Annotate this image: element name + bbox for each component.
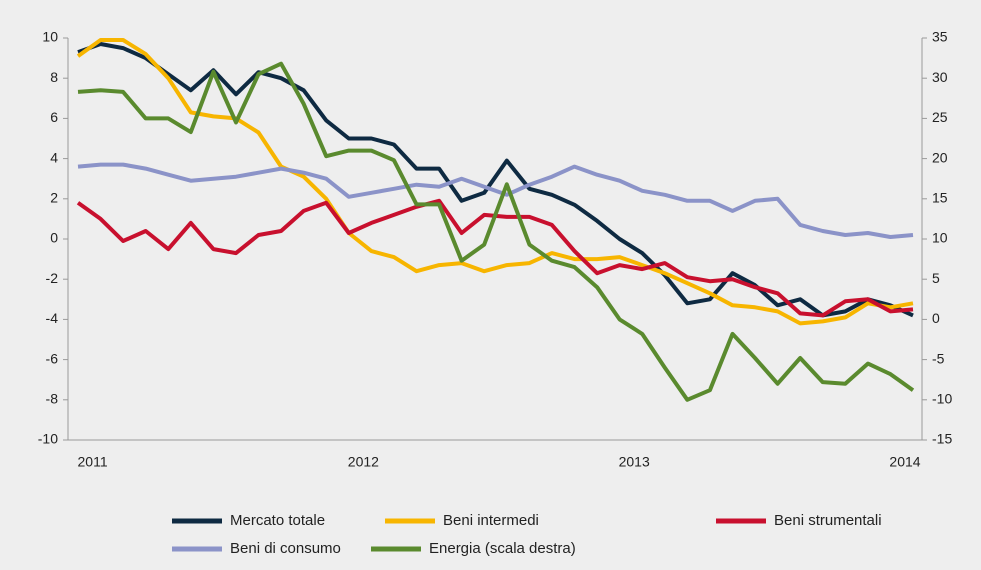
y2-tick-label: -10 — [932, 391, 952, 407]
y2-tick-label: 25 — [932, 109, 948, 125]
y-tick-label: -10 — [38, 431, 58, 447]
legend-label: Mercato totale — [230, 512, 325, 529]
legend-label: Energia (scala destra) — [429, 540, 576, 557]
y2-tick-label: -5 — [932, 350, 945, 366]
y2-tick-label: 0 — [932, 310, 940, 326]
legend-label: Beni di consumo — [230, 540, 341, 557]
y2-tick-label: 35 — [932, 29, 948, 45]
x-tick-label: 2012 — [348, 454, 379, 470]
line-series — [76, 38, 914, 326]
y-tick-label: 8 — [50, 69, 58, 85]
line-series — [77, 61, 915, 402]
y2-tick-label: 20 — [932, 149, 948, 165]
x-tick-label: 2011 — [78, 454, 108, 470]
y-tick-label: 4 — [50, 149, 58, 165]
x-tick-label: 2013 — [619, 454, 650, 470]
line-series — [77, 162, 914, 239]
y2-tick-label: -15 — [932, 431, 952, 447]
y-tick-label: 2 — [50, 190, 58, 206]
y2-tick-label: 10 — [932, 230, 948, 246]
y2-tick-label: 15 — [932, 190, 948, 206]
legend-label: Beni strumentali — [774, 512, 882, 529]
y-tick-label: -2 — [46, 270, 59, 286]
y2-tick-label: 5 — [932, 270, 940, 286]
y-tick-label: -4 — [46, 310, 59, 326]
x-tick-label: 2014 — [889, 454, 920, 470]
y-tick-label: -6 — [46, 350, 59, 366]
legend-label: Beni intermedi — [443, 512, 539, 529]
y2-tick-label: 30 — [932, 69, 948, 85]
y-tick-label: 6 — [50, 109, 58, 125]
y-tick-label: -8 — [46, 391, 59, 407]
line-series — [77, 42, 914, 318]
y-tick-label: 0 — [50, 230, 58, 246]
y-tick-label: 10 — [42, 29, 58, 45]
